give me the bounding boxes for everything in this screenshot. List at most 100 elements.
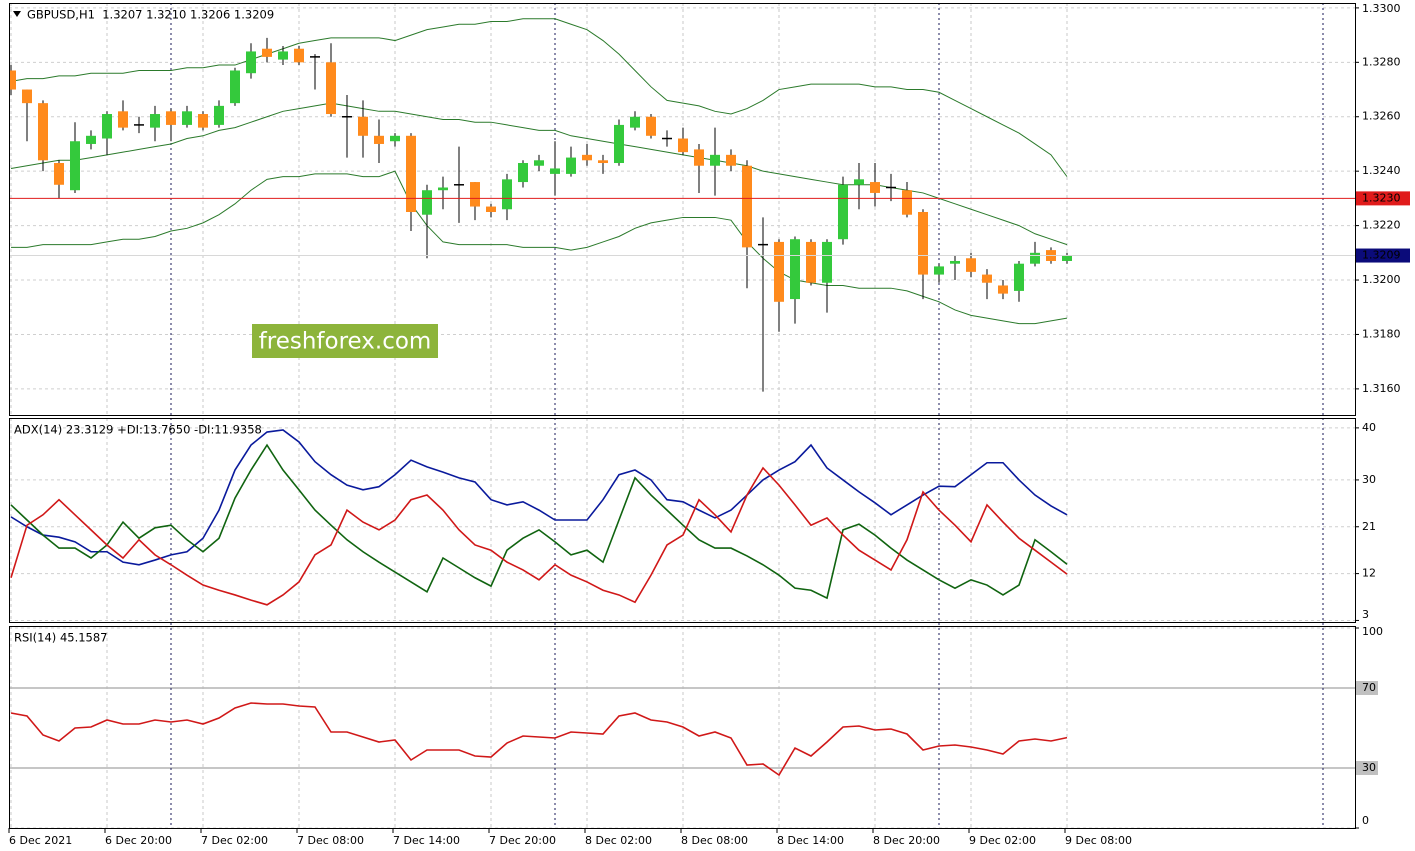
candle-body [790, 239, 800, 300]
y-tick-label: 30 [1362, 473, 1376, 486]
candle-body [710, 154, 720, 166]
price-level-label: 1.3230 [1362, 191, 1401, 204]
candle-body [534, 160, 544, 166]
level-label-box [1356, 681, 1378, 695]
y-tick-label: 1.3180 [1362, 327, 1401, 340]
candle-body [118, 111, 128, 128]
indicator-line [10, 18, 1068, 177]
candle-body [422, 190, 432, 215]
x-tick-label: 7 Dec 20:00 [489, 834, 556, 847]
panel-title: GBPUSD,H1 1.3207 1.3210 1.3206 1.3209 [27, 8, 274, 22]
watermark-box [252, 324, 438, 358]
panel-marks [9, 18, 1355, 392]
candle-body [470, 182, 480, 207]
candle-body [806, 241, 816, 283]
indicator-line [10, 466, 1068, 606]
y-tick-label: 1.3280 [1362, 55, 1401, 68]
candle-body [822, 241, 832, 283]
y-tick-label: 1.3300 [1362, 2, 1401, 15]
main-panel-frame [9, 3, 1356, 416]
candle-body [646, 116, 656, 136]
x-tick-label: 6 Dec 20:00 [105, 834, 172, 847]
candle-body [230, 70, 240, 104]
y-tick-label: 40 [1362, 421, 1376, 434]
candle-body [694, 149, 704, 166]
candle-body [70, 141, 80, 191]
candle-body [166, 111, 176, 125]
candle-body [406, 135, 416, 212]
candle-body [486, 206, 496, 212]
candle-body [278, 51, 288, 60]
adx-panel-frame [9, 418, 1356, 623]
candle-body [22, 89, 32, 104]
candle-body [358, 116, 368, 136]
label-layer: 1.3300 1.3280 1.3260 1.3240 1.3220 1.3200 1.31… [8, 2, 1410, 847]
candle-body [86, 135, 96, 144]
candle-body [838, 184, 848, 240]
candle-body [438, 187, 448, 191]
x-tick-label: 7 Dec 14:00 [393, 834, 460, 847]
candle-body [614, 124, 624, 164]
x-tick-label: 8 Dec 02:00 [585, 834, 652, 847]
x-tick-label: 9 Dec 02:00 [969, 834, 1036, 847]
candle-body [678, 138, 688, 153]
indicator-line [10, 702, 1068, 777]
grid-layer [9, 3, 1355, 829]
candle-body [38, 103, 48, 161]
x-tick-label: 8 Dec 14:00 [777, 834, 844, 847]
indicator-line [11, 170, 1068, 325]
candle-body [1014, 263, 1024, 291]
candle-body [518, 163, 528, 183]
x-tick-label: 7 Dec 08:00 [297, 834, 364, 847]
candle-body [998, 285, 1008, 294]
y-tick-label: 70 [1362, 681, 1376, 694]
y-tick-label: 1.3200 [1362, 273, 1401, 286]
indicator-line [10, 429, 1068, 566]
y-tick-label: 12 [1362, 567, 1376, 580]
candle-body [854, 179, 864, 185]
candle-body [598, 160, 608, 164]
panel-marks [10, 429, 1068, 606]
candle-body [1062, 255, 1072, 261]
candle-body [502, 179, 512, 210]
watermark: freshforex.com [259, 329, 432, 355]
candle-body [1030, 252, 1040, 264]
y-tick-label: 30 [1362, 761, 1376, 774]
symbol-menu-arrow[interactable] [13, 11, 21, 17]
candle-body [390, 135, 400, 142]
candle-body [934, 266, 944, 275]
candle-body [566, 157, 576, 174]
x-tick-label: 6 Dec 2021 [9, 834, 72, 847]
panel-title: ADX(14) 23.3129 +DI:13.7650 -DI:11.9358 [14, 423, 262, 437]
rsi-panel-frame [9, 626, 1356, 829]
panel-title: RSI(14) 45.1587 [14, 631, 108, 645]
candle-body [214, 105, 224, 125]
panel-marks [10, 702, 1068, 777]
candle-body [982, 274, 992, 283]
candle-body [294, 48, 304, 63]
candle-body [262, 48, 272, 57]
x-tick-label: 8 Dec 20:00 [873, 834, 940, 847]
candle-body [742, 165, 752, 248]
y-tick-label: 1.3220 [1362, 219, 1401, 232]
indicator-line [10, 443, 1068, 600]
current-price-label: 1.3209 [1362, 249, 1401, 262]
y-tick-label: 1.3260 [1362, 110, 1401, 123]
x-tick-label: 8 Dec 08:00 [681, 834, 748, 847]
candle-body [950, 260, 960, 264]
y-tick-label: 1.3160 [1362, 382, 1401, 395]
y-tick-label: 3 [1362, 608, 1369, 621]
candle-body [630, 116, 640, 128]
candle-body [326, 62, 336, 115]
level-label-box [1356, 761, 1378, 775]
marks-layer [9, 18, 1355, 777]
candle-body [102, 114, 112, 139]
panel-frames [9, 3, 1356, 829]
candle-body [182, 111, 192, 125]
y-tick-label: 1.3240 [1362, 164, 1401, 177]
candle-body [582, 154, 592, 161]
y-tick-label: 21 [1362, 520, 1376, 533]
candle-body [374, 135, 384, 144]
